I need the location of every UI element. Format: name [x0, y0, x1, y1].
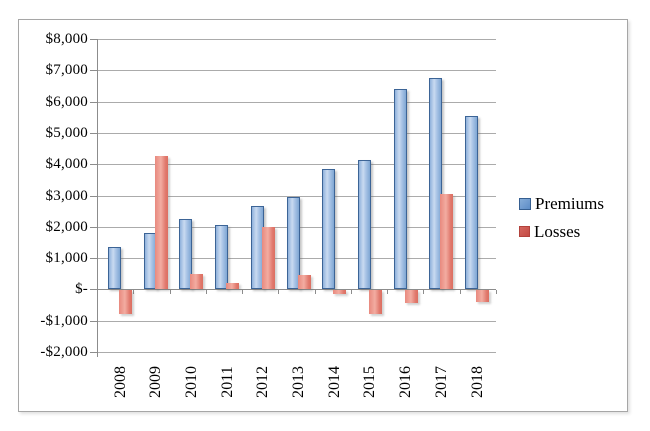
gridline — [97, 164, 496, 165]
gridline — [97, 70, 496, 71]
y-axis-tick — [90, 39, 97, 40]
x-axis-label-2008: 2008 — [112, 366, 129, 398]
legend: Premiums Losses — [519, 195, 604, 251]
bar-losses-2013 — [298, 275, 311, 289]
category-tick — [242, 290, 243, 294]
premiums-legend-label: Premiums — [535, 194, 604, 213]
bar-premiums-2017 — [429, 78, 442, 289]
losses-legend-label: Losses — [534, 222, 581, 241]
gridline — [97, 133, 496, 134]
x-axis-label-2010: 2010 — [183, 366, 200, 398]
y-axis-label: -$2,000 — [40, 344, 88, 360]
gridline — [97, 352, 496, 353]
y-axis-label: $8,000 — [45, 31, 88, 47]
x-axis-label-2012: 2012 — [254, 366, 271, 398]
bar-losses-2008 — [119, 290, 132, 314]
y-axis-tick — [90, 352, 97, 353]
x-axis-line — [97, 289, 496, 290]
category-tick — [133, 290, 134, 294]
bar-premiums-2018 — [465, 116, 478, 289]
bar-losses-2011 — [226, 283, 239, 289]
category-tick — [496, 290, 497, 294]
y-axis-label: -$1,000 — [40, 313, 88, 329]
category-tick — [315, 290, 316, 294]
category-tick — [170, 290, 171, 294]
y-axis-tick — [90, 289, 97, 290]
legend-item-premiums: Premiums — [519, 195, 604, 212]
bar-premiums-2011 — [215, 225, 228, 289]
gridline — [97, 321, 496, 322]
y-axis-label: $1,000 — [45, 250, 88, 266]
category-tick — [351, 290, 352, 294]
x-axis-label-2009: 2009 — [147, 366, 164, 398]
y-axis-label: $5,000 — [45, 125, 88, 141]
bar-losses-2015 — [369, 290, 382, 314]
category-tick — [206, 290, 207, 294]
x-axis-label-2013: 2013 — [290, 366, 307, 398]
y-axis-label: $6,000 — [45, 94, 88, 110]
category-tick — [460, 290, 461, 294]
x-axis-label-2017: 2017 — [433, 366, 450, 398]
bar-losses-2016 — [405, 290, 418, 303]
bar-premiums-2016 — [394, 89, 407, 289]
y-axis-tick — [90, 227, 97, 228]
x-axis-label-2016: 2016 — [397, 366, 414, 398]
bar-premiums-2015 — [358, 160, 371, 289]
x-axis-label-2014: 2014 — [326, 366, 343, 398]
bar-losses-2017 — [440, 194, 453, 289]
y-axis-label: $7,000 — [45, 62, 88, 78]
y-axis-tick — [90, 164, 97, 165]
x-axis-label-2011: 2011 — [219, 366, 236, 398]
y-axis-label: $3,000 — [45, 188, 88, 204]
y-axis-label: $2,000 — [45, 219, 88, 235]
category-tick — [423, 290, 424, 294]
category-tick — [387, 290, 388, 294]
y-axis-tick — [90, 102, 97, 103]
bar-losses-2010 — [190, 274, 203, 289]
gridline — [97, 196, 496, 197]
y-axis-line — [97, 39, 98, 357]
bar-losses-2018 — [476, 290, 489, 302]
gridline — [97, 39, 496, 40]
category-tick — [278, 290, 279, 294]
bar-premiums-2013 — [287, 197, 300, 289]
y-axis-tick — [90, 258, 97, 259]
x-axis-label-2015: 2015 — [361, 366, 378, 398]
bar-losses-2012 — [262, 227, 275, 289]
bar-premiums-2008 — [108, 247, 121, 289]
losses-swatch-icon — [519, 226, 530, 237]
y-axis-label: $4,000 — [45, 156, 88, 172]
x-axis-label-2018: 2018 — [469, 366, 486, 398]
bar-premiums-2010 — [179, 219, 192, 289]
bar-premiums-2014 — [322, 169, 335, 289]
y-axis-tick — [90, 133, 97, 134]
y-axis-label: $- — [75, 281, 88, 297]
bar-losses-2014 — [333, 290, 346, 294]
legend-item-losses: Losses — [519, 223, 604, 240]
premiums-swatch-icon — [519, 197, 531, 210]
gridline — [97, 102, 496, 103]
y-axis-tick — [90, 321, 97, 322]
y-axis-tick — [90, 70, 97, 71]
bar-losses-2009 — [155, 156, 168, 289]
y-axis-tick — [90, 196, 97, 197]
